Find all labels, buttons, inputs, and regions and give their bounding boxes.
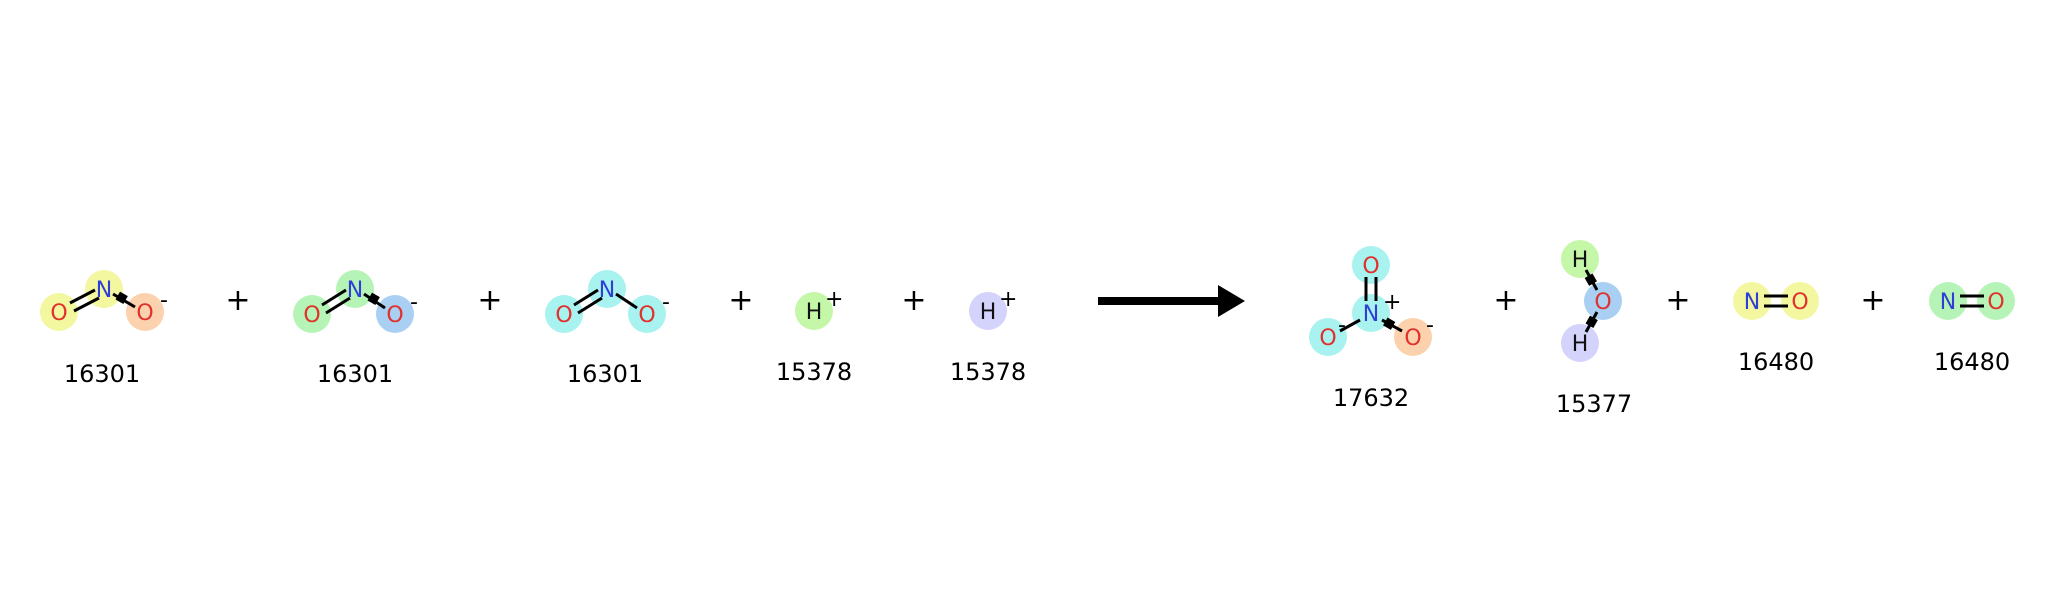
atom-label: O	[1362, 254, 1379, 279]
atom-label: O	[303, 303, 320, 328]
single-bond	[615, 292, 638, 310]
atom-highlight	[1584, 282, 1622, 320]
charge-label: +	[999, 287, 1017, 312]
atom-highlight	[1733, 282, 1771, 320]
compound-label: 16480	[1934, 348, 2010, 376]
charge-label: -	[160, 288, 168, 313]
charge-label: -	[1426, 313, 1434, 338]
atom-label: O	[386, 303, 403, 328]
atom-label: N	[1940, 290, 1956, 315]
atom-highlight	[545, 295, 583, 333]
double-bond-line	[321, 288, 347, 307]
reactant-nitrite-3: O N O - 16301	[545, 270, 670, 388]
double-bond-line	[577, 296, 603, 315]
atom-highlight	[336, 270, 374, 308]
atom-highlight	[969, 292, 1007, 330]
charge-label: +	[825, 287, 843, 312]
atom-highlight	[628, 295, 666, 333]
atom-label: N	[1744, 290, 1760, 315]
double-bond-line	[325, 296, 351, 315]
single-bond	[1339, 318, 1361, 333]
bond-marker	[1585, 315, 1598, 328]
atom-label: O	[1319, 326, 1336, 351]
compound-label: 15378	[776, 358, 852, 386]
reactant-proton-2: H + 15378	[950, 287, 1026, 386]
atom-highlight	[1352, 246, 1390, 284]
charge-label: -	[1338, 313, 1346, 338]
atom-highlight	[40, 293, 78, 331]
product-nitric-oxide-1: N O 16480	[1733, 282, 1819, 376]
atom-label: O	[555, 303, 572, 328]
atom-label: N	[347, 278, 363, 303]
double-bond-line	[69, 288, 96, 305]
atom-label: O	[1987, 290, 2004, 315]
atom-label: O	[50, 301, 67, 326]
plus-sign: +	[728, 283, 753, 318]
compound-label: 16301	[64, 360, 140, 388]
double-bond-line	[573, 288, 599, 307]
product-water: H O H 15377	[1556, 240, 1632, 418]
compound-label: 16301	[567, 360, 643, 388]
atom-highlight	[1929, 282, 1967, 320]
plus-sign: +	[1860, 283, 1885, 318]
reactant-proton-1: H + 15378	[776, 287, 852, 386]
atom-label: N	[96, 278, 112, 303]
atom-highlight	[588, 270, 626, 308]
plus-sign: +	[901, 283, 926, 318]
atom-highlight	[1394, 318, 1432, 356]
compound-label: 17632	[1333, 384, 1409, 412]
atom-label: O	[1594, 290, 1611, 315]
atom-highlight	[1781, 282, 1819, 320]
bond-marker	[115, 291, 128, 304]
atom-label: H	[980, 300, 997, 325]
arrow-head	[1218, 285, 1245, 317]
atom-label: H	[1572, 248, 1589, 273]
atom-highlight	[126, 293, 164, 331]
plus-sign: +	[1493, 283, 1518, 318]
reaction-arrow	[1098, 285, 1245, 317]
atom-highlight	[1561, 240, 1599, 278]
reactant-nitrite-2: O N O - 16301	[293, 270, 418, 388]
atom-label: O	[136, 301, 153, 326]
double-bond-line	[73, 296, 100, 313]
atom-label: N	[599, 278, 615, 303]
plus-sign: +	[225, 283, 250, 318]
atom-label: O	[638, 303, 655, 328]
bond-marker	[1584, 273, 1597, 286]
reactant-nitrite-1: O N O - 16301	[40, 270, 168, 388]
atom-label: N	[1363, 302, 1379, 327]
product-nitrate: O N O O + - - 17632	[1309, 246, 1434, 412]
atom-label: H	[806, 300, 823, 325]
atom-highlight	[1352, 294, 1390, 332]
charge-label: -	[410, 290, 418, 315]
compound-label: 16480	[1738, 348, 1814, 376]
compound-label: 16301	[317, 360, 393, 388]
atom-highlight	[376, 295, 414, 333]
atom-highlight	[1561, 324, 1599, 362]
atom-highlight	[85, 270, 123, 308]
bond-marker	[1383, 317, 1396, 330]
compound-label: 15378	[950, 358, 1026, 386]
atom-label: H	[1572, 332, 1589, 357]
bond-marker	[367, 292, 380, 305]
atom-label: O	[1791, 290, 1808, 315]
product-nitric-oxide-2: N O 16480	[1929, 282, 2015, 376]
atom-highlight	[795, 292, 833, 330]
charge-label: +	[1383, 290, 1401, 315]
atom-highlight	[1977, 282, 2015, 320]
charge-label: -	[662, 290, 670, 315]
atom-highlight	[1309, 318, 1347, 356]
plus-sign: +	[1665, 283, 1690, 318]
atom-label: O	[1404, 326, 1421, 351]
atom-highlight	[293, 295, 331, 333]
plus-sign: +	[477, 283, 502, 318]
compound-label: 15377	[1556, 390, 1632, 418]
